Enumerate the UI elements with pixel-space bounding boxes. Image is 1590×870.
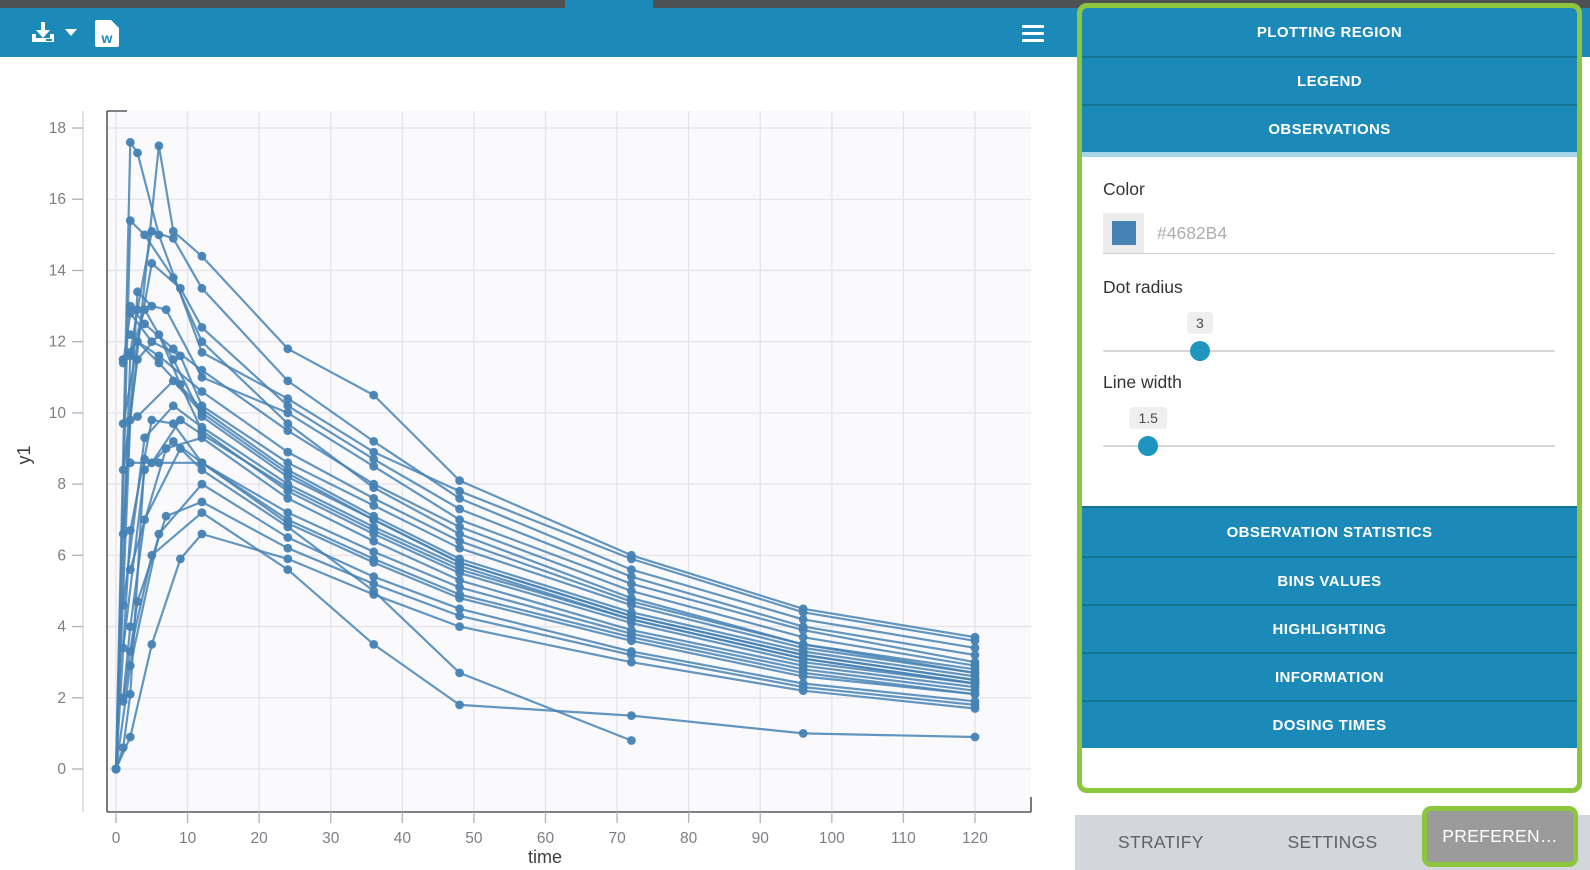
svg-text:8: 8 bbox=[57, 476, 66, 493]
accordion-plotting-region[interactable]: PLOTTING REGION bbox=[1082, 8, 1577, 56]
svg-text:120: 120 bbox=[962, 830, 988, 847]
svg-text:18: 18 bbox=[49, 120, 66, 137]
accordion-observations[interactable]: OBSERVATIONS bbox=[1082, 104, 1577, 152]
svg-text:14: 14 bbox=[49, 262, 67, 279]
color-label: Color bbox=[1103, 179, 1145, 199]
dot-radius-label: Dot radius bbox=[1103, 277, 1183, 297]
tab-settings[interactable]: SETTINGS bbox=[1287, 832, 1378, 852]
word-letter: w bbox=[101, 30, 113, 46]
browser-top-strip bbox=[0, 0, 1590, 8]
svg-text:30: 30 bbox=[322, 830, 340, 847]
accordion-bins-values[interactable]: BINS VALUES bbox=[1082, 556, 1577, 604]
svg-text:12: 12 bbox=[49, 334, 66, 351]
line-width-label: Line width bbox=[1103, 372, 1182, 392]
svg-text:90: 90 bbox=[752, 830, 770, 847]
hamburger-menu-icon[interactable] bbox=[1022, 22, 1044, 44]
svg-text:100: 100 bbox=[819, 830, 845, 847]
preferences-panel: PLOTTING REGION LEGEND OBSERVATIONS Colo… bbox=[1077, 3, 1582, 793]
svg-text:time: time bbox=[528, 847, 562, 867]
svg-text:70: 70 bbox=[608, 830, 626, 847]
svg-text:110: 110 bbox=[891, 830, 916, 847]
svg-text:40: 40 bbox=[394, 830, 412, 847]
svg-text:4: 4 bbox=[57, 619, 66, 636]
accordion-legend[interactable]: LEGEND bbox=[1082, 56, 1577, 104]
svg-text:16: 16 bbox=[49, 191, 66, 208]
color-input-group bbox=[1103, 213, 1555, 254]
section-separator bbox=[1082, 506, 1577, 508]
svg-text:y1: y1 bbox=[14, 445, 34, 464]
svg-text:60: 60 bbox=[537, 830, 555, 847]
tab-stratify[interactable]: STRATIFY bbox=[1117, 832, 1204, 852]
dot-radius-value-badge: 3 bbox=[1186, 312, 1213, 334]
svg-text:10: 10 bbox=[49, 405, 67, 422]
svg-text:2: 2 bbox=[57, 690, 66, 707]
page-fold bbox=[111, 20, 119, 36]
observations-spaghetti-plot[interactable]: 0 2 4 6 8 10 12 14 16 18 0 10 20 30 40 50 60 70 80 90 100 110… bbox=[0, 57, 1075, 870]
color-input[interactable] bbox=[1144, 213, 1555, 253]
color-swatch-addon[interactable] bbox=[1103, 213, 1144, 253]
download-dropdown-button[interactable] bbox=[30, 8, 77, 57]
svg-text:50: 50 bbox=[465, 830, 483, 847]
dot-radius-slider[interactable]: 3 bbox=[1103, 312, 1555, 361]
accordion-dosing-times[interactable]: DOSING TIMES bbox=[1082, 700, 1577, 748]
svg-text:80: 80 bbox=[680, 830, 698, 847]
tab-preferences[interactable]: PREFEREN… bbox=[1422, 806, 1578, 867]
svg-text:0: 0 bbox=[57, 761, 66, 778]
line-width-value-badge: 1.5 bbox=[1129, 407, 1167, 429]
accordion-highlighting[interactable]: HIGHLIGHTING bbox=[1082, 604, 1577, 652]
svg-text:20: 20 bbox=[251, 830, 269, 847]
download-icon bbox=[32, 21, 54, 42]
svg-text:10: 10 bbox=[179, 830, 197, 847]
dot-radius-slider-handle[interactable] bbox=[1189, 341, 1210, 361]
line-width-slider[interactable]: 1.5 bbox=[1103, 407, 1555, 456]
word-doc-icon[interactable]: w bbox=[95, 20, 119, 47]
caret-down-icon bbox=[65, 29, 77, 36]
accordion-observation-statistics[interactable]: OBSERVATION STATISTICS bbox=[1082, 508, 1577, 556]
svg-text:6: 6 bbox=[57, 547, 66, 564]
top-strip-accent bbox=[565, 0, 653, 8]
active-section-underline bbox=[1082, 152, 1577, 157]
observations-section-content: Color Dot radius 3 Line width 1.5 bbox=[1082, 157, 1577, 506]
color-swatch bbox=[1111, 221, 1136, 245]
accordion-information[interactable]: INFORMATION bbox=[1082, 652, 1577, 700]
line-width-slider-handle[interactable] bbox=[1138, 436, 1159, 456]
svg-text:0: 0 bbox=[112, 830, 121, 847]
